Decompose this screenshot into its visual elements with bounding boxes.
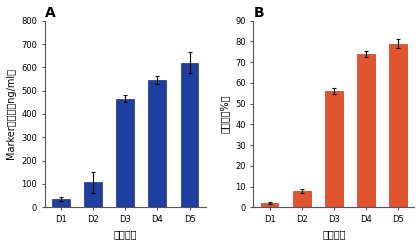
Bar [357, 54, 375, 207]
Bar [84, 182, 102, 207]
Text: A: A [45, 6, 55, 20]
Bar [116, 99, 134, 207]
Bar [325, 91, 343, 207]
Y-axis label: 内胚层（%）: 内胚层（%） [220, 95, 230, 133]
Bar [149, 80, 166, 207]
Bar [52, 199, 70, 207]
Bar [293, 191, 310, 207]
X-axis label: 分化天数: 分化天数 [113, 230, 137, 239]
X-axis label: 分化天数: 分化天数 [322, 230, 346, 239]
Bar [261, 203, 278, 207]
Y-axis label: Marker蛋白量（ng/ml）: Marker蛋白量（ng/ml） [5, 69, 16, 159]
Text: B: B [253, 6, 264, 20]
Bar [389, 44, 407, 207]
Bar [181, 63, 198, 207]
